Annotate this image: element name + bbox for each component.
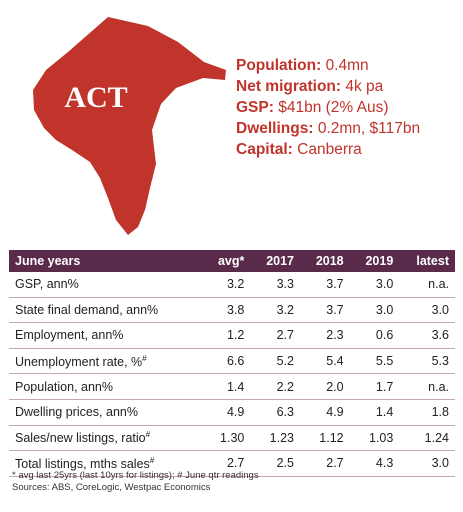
row-value: 3.3	[250, 272, 300, 298]
row-value: 3.0	[349, 297, 400, 324]
row-value: 5.2	[250, 348, 300, 375]
header-latest: latest	[399, 250, 455, 272]
row-value: 2.5	[250, 450, 300, 477]
row-label: GSP, ann%	[9, 272, 203, 298]
act-map-label: ACT	[64, 81, 127, 114]
header-2018: 2018	[300, 250, 350, 272]
row-value: 1.4	[202, 373, 251, 400]
row-value: 1.24	[399, 425, 455, 452]
table-row: State final demand, ann% 3.8 3.2 3.7 3.0 3.0	[9, 297, 455, 324]
row-label: Total listings, mths sales#	[9, 450, 203, 477]
fact-capital: Capital: Canberra	[236, 141, 362, 158]
row-value: 3.2	[250, 297, 300, 324]
row-value: 2.7	[300, 450, 350, 477]
row-value: 4.3	[349, 450, 400, 477]
row-value: n.a.	[399, 272, 455, 298]
row-value: 3.0	[349, 272, 400, 298]
table-row: Employment, ann% 1.2 2.7 2.3 0.6 3.6	[9, 322, 455, 349]
fact-population: Population: 0.4mn	[236, 57, 369, 74]
row-value: 0.6	[349, 322, 400, 349]
act-map-shape: ACT	[33, 17, 226, 235]
row-value: 1.23	[250, 425, 300, 452]
row-value: 1.2	[202, 322, 251, 349]
row-value: 3.2	[202, 272, 251, 298]
row-value: 5.3	[399, 348, 455, 375]
row-value: 2.0	[300, 373, 350, 400]
row-value: 3.7	[300, 272, 350, 298]
header-2019: 2019	[349, 250, 400, 272]
row-label: Sales/new listings, ratio#	[9, 425, 203, 452]
header-2017: 2017	[250, 250, 300, 272]
table-row: Population, ann% 1.4 2.2 2.0 1.7 n.a.	[9, 373, 455, 400]
row-value: 1.4	[349, 399, 400, 426]
row-value: 1.30	[202, 425, 251, 452]
footnotes: * avg last 25yrs (last 10yrs for listing…	[12, 470, 259, 493]
row-value: 6.6	[202, 348, 251, 375]
row-value: 3.0	[399, 450, 455, 477]
table-row: Total listings, mths sales# 2.7 2.5 2.7 4.3 3…	[9, 450, 455, 477]
table-row: Unemployment rate, %# 6.6 5.2 5.4 5.5 5.3	[9, 348, 455, 375]
row-value: 3.0	[399, 297, 455, 324]
row-label: Employment, ann%	[9, 322, 203, 349]
row-value: 3.7	[300, 297, 350, 324]
row-value: 6.3	[250, 399, 300, 426]
header-june-years: June years	[9, 250, 203, 272]
footnote-sources: Sources: ABS, CoreLogic, Westpac Economi…	[12, 481, 211, 493]
row-value: 2.7	[250, 322, 300, 349]
row-label: State final demand, ann%	[9, 297, 203, 324]
row-value: 3.6	[399, 322, 455, 349]
table-row: GSP, ann% 3.2 3.3 3.7 3.0 n.a.	[9, 272, 455, 298]
row-value: 2.2	[250, 373, 300, 400]
fact-net-migration: Net migration: 4k pa	[236, 78, 384, 95]
table-row: Sales/new listings, ratio# 1.30 1.23 1.12 1.…	[9, 425, 455, 452]
row-value: 2.3	[300, 322, 350, 349]
row-label: Unemployment rate, %#	[9, 348, 203, 375]
key-facts: Population: 0.4mn Net migration: 4k pa G…	[236, 55, 420, 160]
row-label-footnote-mark: #	[142, 353, 147, 363]
fact-gsp: GSP: $41bn (2% Aus)	[236, 99, 389, 116]
row-value: 1.12	[300, 425, 350, 452]
table-header-row: June years avg* 2017 2018 2019 latest	[9, 250, 455, 272]
row-value: 4.9	[300, 399, 350, 426]
row-value: 1.8	[399, 399, 455, 426]
economic-indicators-table: June years avg* 2017 2018 2019 latest GS…	[9, 250, 455, 477]
row-label: Population, ann%	[9, 373, 203, 400]
row-value: 5.4	[300, 348, 350, 375]
row-value: n.a.	[399, 373, 455, 400]
row-value: 1.7	[349, 373, 400, 400]
act-map: ACT	[28, 12, 228, 237]
row-value: 5.5	[349, 348, 400, 375]
table-row: Dwelling prices, ann% 4.9 6.3 4.9 1.4 1.8	[9, 399, 455, 426]
row-label-footnote-mark: #	[145, 430, 151, 440]
row-label-footnote-mark: #	[149, 455, 155, 465]
header-avg: avg*	[202, 250, 251, 272]
row-label: Dwelling prices, ann%	[9, 399, 203, 426]
footnote-avg: * avg last 25yrs (last 10yrs for listing…	[12, 470, 259, 481]
fact-dwellings: Dwellings: 0.2mn, $117bn	[236, 120, 421, 137]
row-value: 2.7	[202, 450, 251, 477]
row-value: 3.8	[202, 297, 251, 324]
row-value: 4.9	[202, 399, 251, 426]
row-value: 1.03	[349, 425, 400, 452]
